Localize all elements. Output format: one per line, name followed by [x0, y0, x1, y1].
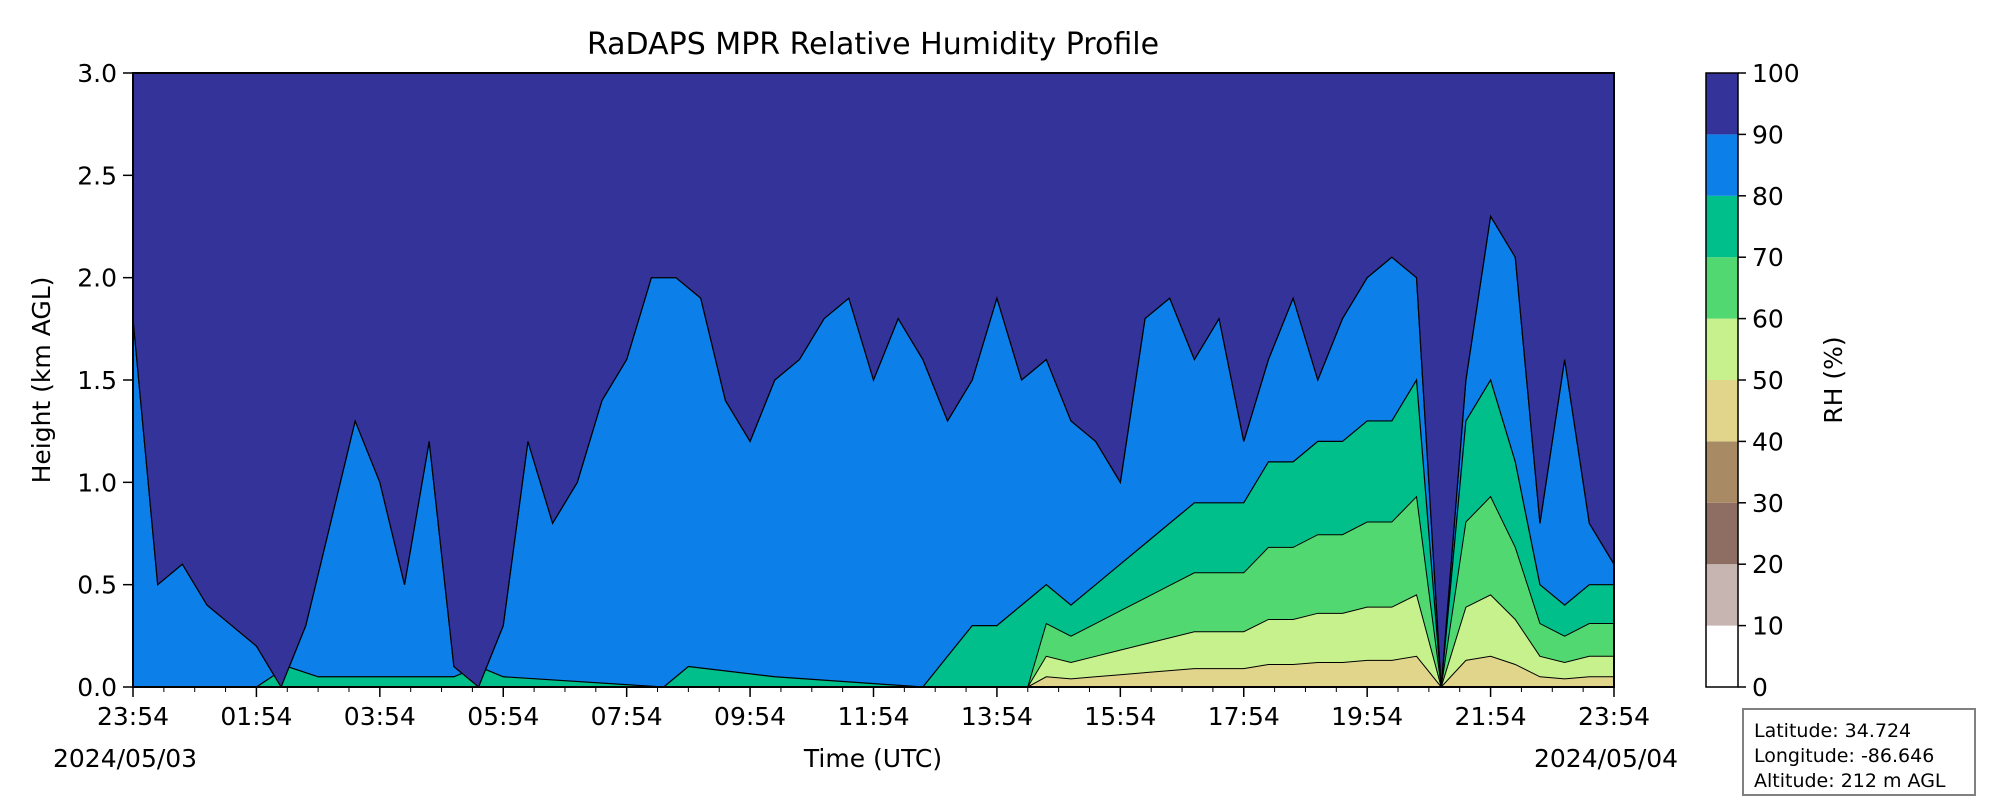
colorbar-swatch	[1706, 564, 1738, 626]
colorbar-tick-label: 90	[1752, 120, 1784, 149]
x-tick-label: 23:54	[97, 702, 169, 731]
rh-band-90-100-overlay	[133, 73, 1614, 687]
y-tick-label: 1.5	[77, 366, 117, 395]
colorbar-swatch	[1706, 318, 1738, 380]
colorbar-tick-label: 20	[1752, 550, 1784, 579]
y-tick-label: 2.5	[77, 161, 117, 190]
y-axis: 0.0 0.5 1.0 1.5 2.0 2.5 3.0	[77, 59, 133, 702]
longitude-text: Longitude: -86.646	[1754, 745, 1935, 767]
y-tick-label: 0.0	[77, 673, 117, 702]
colorbar-tick-label: 100	[1752, 59, 1800, 88]
y-axis-label: Height (km AGL)	[27, 277, 56, 484]
y-tick-label: 1.0	[77, 468, 117, 497]
x-tick-label: 17:54	[1208, 702, 1280, 731]
colorbar-swatch	[1706, 625, 1738, 687]
colorbar-swatch	[1706, 134, 1738, 196]
colorbar-swatch	[1706, 441, 1738, 503]
rh-contour-field	[133, 73, 1614, 687]
colorbar-swatch	[1706, 195, 1738, 258]
colorbar-tick-label: 0	[1752, 673, 1768, 702]
colorbar-tick-label: 70	[1752, 243, 1784, 272]
colorbar-tick-label: 60	[1752, 305, 1784, 334]
colorbar-tick-label: 30	[1752, 489, 1784, 518]
start-date-label: 2024/05/03	[53, 744, 197, 773]
x-tick-label: 11:54	[837, 702, 909, 731]
colorbar-swatch	[1706, 502, 1738, 565]
x-tick-label: 05:54	[467, 702, 539, 731]
colorbar-swatch	[1706, 380, 1738, 442]
x-tick-label: 13:54	[961, 702, 1033, 731]
x-tick-label: 03:54	[344, 702, 416, 731]
x-tick-label: 19:54	[1331, 702, 1403, 731]
altitude-text: Altitude: 212 m AGL	[1754, 770, 1946, 792]
x-tick-label: 21:54	[1455, 702, 1527, 731]
colorbar-tick-label: 10	[1752, 612, 1784, 641]
station-info-box: Latitude: 34.724 Longitude: -86.646 Alti…	[1742, 708, 1976, 796]
colorbar-tick-label: 80	[1752, 182, 1784, 211]
colorbar-tick-label: 40	[1752, 427, 1784, 456]
y-tick-label: 2.0	[77, 264, 117, 293]
colorbar	[1706, 73, 1738, 687]
x-tick-label: 23:54	[1578, 702, 1650, 731]
x-tick-label: 09:54	[714, 702, 786, 731]
colorbar-ticks: 0 10 20 30 40 50 60 70 80 90 100	[1738, 59, 1800, 702]
x-axis: 23:54 01:54 03:54 05:54 07:54 09:54 11:54 13:54…	[97, 687, 1650, 731]
x-axis-label: Time (UTC)	[803, 744, 942, 773]
latitude-text: Latitude: 34.724	[1754, 720, 1912, 742]
end-date-label: 2024/05/04	[1534, 744, 1678, 773]
y-tick-label: 0.5	[77, 571, 117, 600]
rh-band-40-50	[1027, 655, 1614, 687]
x-tick-label: 15:54	[1084, 702, 1156, 731]
colorbar-tick-label: 50	[1752, 366, 1784, 395]
y-tick-label: 3.0	[77, 59, 117, 88]
x-tick-label: 07:54	[591, 702, 663, 731]
colorbar-label: RH (%)	[1819, 336, 1848, 423]
chart-title: RaDAPS MPR Relative Humidity Profile	[587, 27, 1159, 62]
x-tick-label: 01:54	[220, 702, 292, 731]
colorbar-swatch	[1706, 73, 1738, 135]
colorbar-swatch	[1706, 257, 1738, 319]
